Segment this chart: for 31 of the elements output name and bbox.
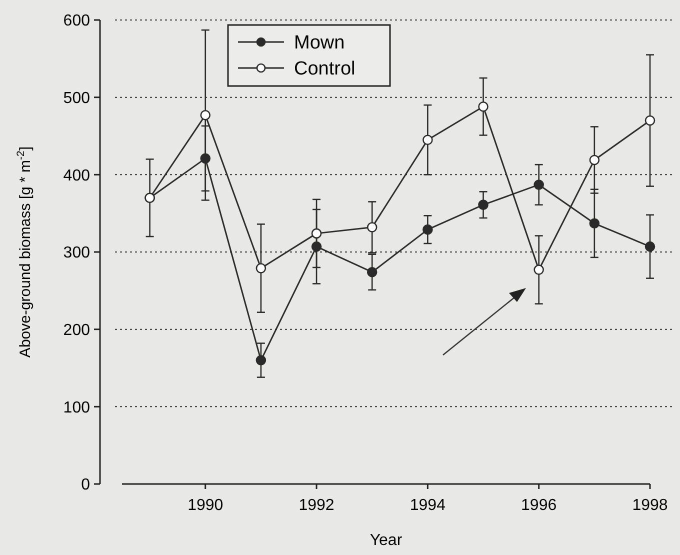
point	[534, 180, 544, 190]
y-tick-label: 600	[63, 12, 90, 30]
point	[366, 266, 378, 278]
point	[422, 224, 433, 235]
point	[366, 222, 378, 232]
x-axis-title: Year	[370, 532, 403, 549]
y-tick-label: 200	[63, 322, 90, 339]
point	[478, 200, 488, 210]
y-tick-label: 400	[63, 167, 90, 184]
point	[256, 355, 266, 366]
y-tick-label: 300	[63, 244, 90, 262]
x-tick-label: 1992	[298, 497, 334, 514]
legend-label: Mown	[294, 32, 345, 54]
point	[422, 134, 433, 146]
x-tick-label: 1990	[188, 497, 224, 514]
legend-label: Control	[294, 58, 356, 80]
point	[256, 263, 266, 274]
point	[644, 241, 656, 252]
x-tick-label: 1998	[632, 497, 668, 514]
x-tick-label: 1996	[521, 497, 557, 514]
point	[589, 154, 600, 166]
y-tick-label: 500	[63, 90, 90, 107]
point	[644, 115, 656, 126]
point	[534, 264, 544, 275]
y-tick-label: 0	[81, 476, 90, 494]
point	[478, 101, 488, 112]
point	[311, 228, 322, 239]
point	[589, 218, 600, 229]
x-tick-label: 1994	[410, 497, 446, 514]
y-tick-label: 100	[63, 399, 90, 416]
point	[200, 110, 211, 120]
